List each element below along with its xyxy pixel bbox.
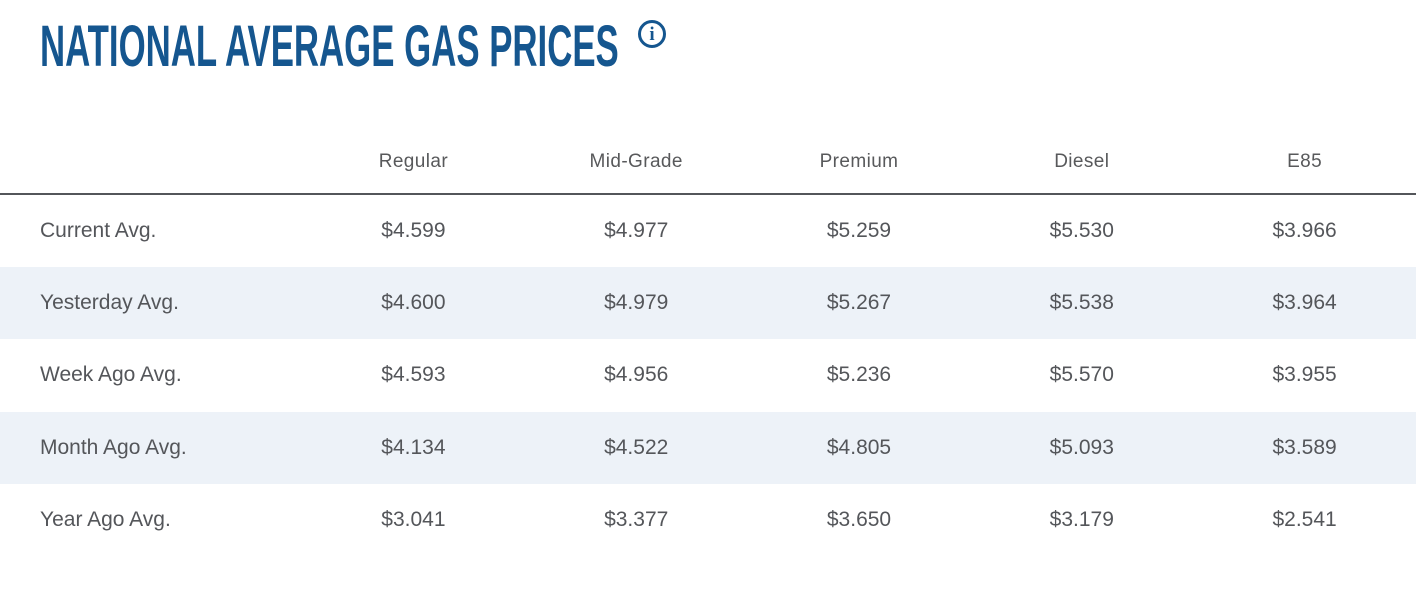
column-header-diesel: Diesel [970, 130, 1194, 195]
column-header-premium: Premium [747, 130, 971, 195]
row-label: Yesterday Avg. [40, 290, 179, 314]
price-cell: $2.541 [1272, 508, 1337, 532]
price-cell: $5.093 [1049, 435, 1114, 459]
price-cell: $4.599 [381, 218, 446, 242]
price-cell: $4.134 [381, 435, 446, 459]
section-header: NATIONAL AVERAGE GAS PRICES [40, 18, 1005, 78]
row-label: Month Ago Avg. [40, 435, 187, 459]
row-label: Year Ago Avg. [40, 508, 171, 532]
price-cell: $5.570 [1049, 363, 1114, 387]
price-cell: $3.589 [1272, 435, 1337, 459]
table-row-year-ago-avg: Year Ago Avg. $3.041 $3.377 $3.650 $3.17… [0, 484, 1416, 557]
gas-prices-table: Regular Mid-Grade Premium Diesel E85 Cur… [0, 130, 1416, 557]
table-row-month-ago-avg: Month Ago Avg. $4.134 $4.522 $4.805 $5.0… [0, 411, 1416, 484]
table-header-row: Regular Mid-Grade Premium Diesel E85 [0, 130, 1416, 195]
price-cell: $4.600 [381, 290, 446, 314]
price-cell: $5.236 [826, 363, 892, 387]
column-header-e85: E85 [1193, 130, 1416, 195]
price-cell: $3.964 [1272, 290, 1337, 314]
info-icon[interactable]: i [638, 20, 666, 48]
price-cell: $5.530 [1049, 218, 1114, 242]
price-cell: $3.955 [1272, 363, 1337, 387]
table-row-week-ago-avg: Week Ago Avg. $4.593 $4.956 $5.236 $5.57… [0, 339, 1416, 412]
price-cell: $5.538 [1049, 290, 1114, 314]
table-row-current-avg: Current Avg. $4.599 $4.977 $5.259 $5.530… [0, 194, 1416, 267]
price-cell: $5.267 [826, 290, 892, 314]
price-cell: $4.522 [604, 435, 669, 459]
column-header-empty [0, 130, 302, 195]
price-cell: $3.377 [604, 508, 669, 532]
column-header-midgrade: Mid-Grade [524, 130, 748, 195]
row-label: Week Ago Avg. [40, 363, 182, 387]
table-row-yesterday-avg: Yesterday Avg. $4.600 $4.979 $5.267 $5.5… [0, 266, 1416, 339]
price-cell: $3.966 [1272, 218, 1337, 242]
column-header-regular: Regular [302, 130, 525, 195]
price-cell: $3.041 [381, 508, 446, 532]
price-cell: $4.593 [381, 363, 446, 387]
page-title: NATIONAL AVERAGE GAS PRICES [40, 14, 619, 79]
price-cell: $4.979 [604, 290, 669, 314]
row-label: Current Avg. [40, 218, 157, 242]
price-cell: $4.956 [604, 363, 669, 387]
price-cell: $3.179 [1049, 508, 1114, 532]
price-cell: $3.650 [826, 508, 892, 532]
price-cell: $4.805 [826, 435, 892, 459]
price-cell: $4.977 [604, 218, 669, 242]
price-cell: $5.259 [826, 218, 892, 242]
